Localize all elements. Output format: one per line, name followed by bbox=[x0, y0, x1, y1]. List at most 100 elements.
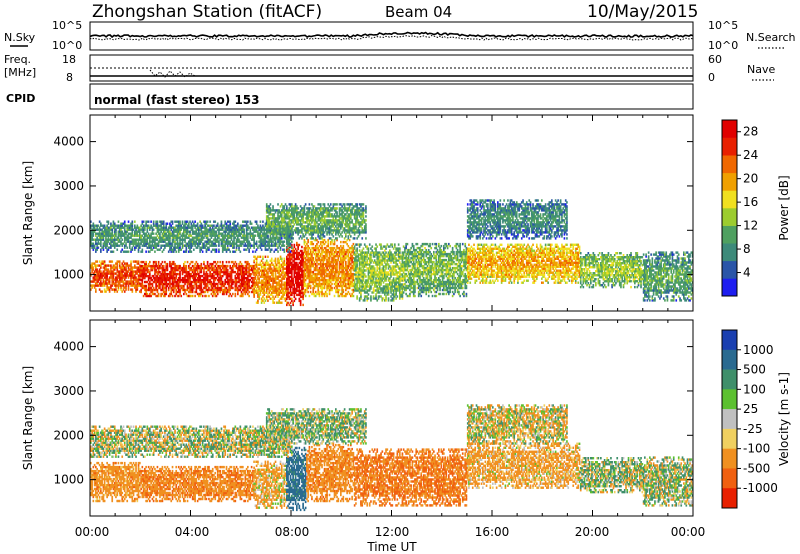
heatmap-cell bbox=[325, 241, 327, 243]
heatmap-cell bbox=[317, 241, 319, 243]
heatmap-cell bbox=[302, 304, 304, 306]
heatmap-cell bbox=[409, 265, 411, 267]
heatmap-cell bbox=[248, 291, 250, 293]
heatmap-cell bbox=[228, 261, 230, 263]
heatmap-cell bbox=[96, 260, 98, 262]
heatmap-cell bbox=[462, 287, 464, 289]
heatmap-cell bbox=[463, 291, 465, 293]
heatmap-cell bbox=[403, 291, 405, 293]
heatmap-cell bbox=[300, 300, 302, 302]
heatmap-cell bbox=[436, 295, 438, 297]
heatmap-cell bbox=[295, 298, 297, 300]
heatmap-cell bbox=[371, 245, 373, 247]
heatmap-cell bbox=[414, 295, 416, 297]
heatmap-cell bbox=[399, 247, 401, 249]
heatmap-cell bbox=[130, 260, 132, 262]
heatmap-cell bbox=[291, 298, 293, 300]
heatmap-cell bbox=[441, 245, 443, 247]
heatmap-cell bbox=[307, 291, 309, 293]
heatmap-cell bbox=[433, 251, 435, 253]
heatmap-cell bbox=[466, 285, 468, 287]
heatmap-cell bbox=[438, 243, 440, 245]
heatmap-cell bbox=[267, 256, 269, 258]
heatmap-cell bbox=[305, 295, 307, 297]
freq-label-1: Freq. bbox=[4, 53, 31, 66]
heatmap-cell bbox=[334, 295, 336, 297]
heatmap-cell bbox=[374, 267, 376, 269]
nsearch-tick-bottom: 10^0 bbox=[708, 39, 738, 52]
heatmap-cell bbox=[413, 245, 415, 247]
heatmap-cell bbox=[353, 243, 355, 245]
heatmap-cell bbox=[309, 295, 311, 297]
heatmap-cell bbox=[227, 269, 229, 271]
heatmap-cell bbox=[429, 243, 431, 245]
heatmap-cell bbox=[428, 295, 430, 297]
heatmap-cell bbox=[111, 260, 113, 262]
heatmap-cell bbox=[262, 256, 264, 258]
heatmap-cell bbox=[345, 261, 347, 263]
heatmap-cell bbox=[145, 285, 147, 287]
heatmap-cell bbox=[368, 297, 370, 299]
heatmap-cell bbox=[369, 243, 371, 245]
heatmap-cell bbox=[432, 243, 434, 245]
heatmap-cell bbox=[162, 261, 164, 263]
heatmap-cell bbox=[265, 256, 267, 258]
heatmap-cell bbox=[326, 293, 328, 295]
heatmap-cell bbox=[167, 263, 169, 265]
heatmap-cell bbox=[236, 263, 238, 265]
heatmap-cell bbox=[443, 293, 445, 295]
radar-figure: Zhongshan Station (fitACF) Beam 04 10/Ma… bbox=[0, 0, 800, 554]
heatmap-cell bbox=[449, 245, 451, 247]
heatmap-cell bbox=[343, 289, 345, 291]
heatmap-cell bbox=[343, 245, 345, 247]
freq-label-2: [MHz] bbox=[4, 66, 36, 79]
heatmap-cell bbox=[301, 246, 303, 248]
heatmap-cell bbox=[471, 278, 473, 280]
nave-tick-top: 60 bbox=[708, 53, 722, 66]
heatmap-cell bbox=[469, 282, 471, 284]
heatmap-cell bbox=[158, 261, 160, 263]
heatmap-cell bbox=[138, 260, 140, 262]
nsky-label: N.Sky bbox=[4, 31, 36, 44]
heatmap-cell bbox=[459, 295, 461, 297]
heatmap-cell bbox=[407, 243, 409, 245]
power-heatmap bbox=[90, 199, 693, 306]
heatmap-cell bbox=[466, 293, 468, 295]
heatmap-cell bbox=[492, 244, 494, 246]
heatmap-cell bbox=[368, 293, 370, 295]
heatmap-cell bbox=[331, 283, 333, 285]
cpid-text: normal (fast stereo) 153 bbox=[94, 93, 260, 107]
heatmap-cell bbox=[207, 261, 209, 263]
nsearch-tick-top: 10^5 bbox=[708, 19, 738, 32]
heatmap-cell bbox=[132, 288, 134, 290]
heatmap-cell bbox=[432, 295, 434, 297]
nsearch-label: N.Search bbox=[746, 31, 796, 44]
heatmap-cell bbox=[363, 247, 365, 249]
heatmap-cell bbox=[101, 290, 103, 292]
heatmap-cell bbox=[281, 302, 283, 304]
heatmap-cell bbox=[192, 295, 194, 297]
heatmap-cell bbox=[459, 243, 461, 245]
freq-tick-top: 18 bbox=[62, 53, 76, 66]
heatmap-cell bbox=[232, 287, 234, 289]
heatmap-cell bbox=[226, 261, 228, 263]
heatmap-cell bbox=[267, 300, 269, 302]
heatmap-cell bbox=[172, 295, 174, 297]
heatmap-cell bbox=[376, 245, 378, 247]
heatmap-cell bbox=[473, 244, 475, 246]
station-title: Zhongshan Station (fitACF) bbox=[92, 2, 322, 22]
heatmap-cell bbox=[260, 256, 262, 258]
heatmap-cell bbox=[203, 261, 205, 263]
heatmap-cell bbox=[222, 261, 224, 263]
date-label: 10/May/2015 bbox=[587, 2, 699, 22]
heatmap-cell bbox=[430, 291, 432, 293]
cpid-label: CPID bbox=[6, 92, 35, 105]
heatmap-cell bbox=[284, 258, 286, 260]
heatmap-cell bbox=[417, 243, 419, 245]
heatmap-cell bbox=[163, 265, 165, 267]
heatmap-cell bbox=[368, 247, 370, 249]
heatmap-cell bbox=[397, 295, 399, 297]
heatmap-cell bbox=[227, 265, 229, 267]
heatmap-cell bbox=[187, 261, 189, 263]
heatmap-cell bbox=[180, 295, 182, 297]
